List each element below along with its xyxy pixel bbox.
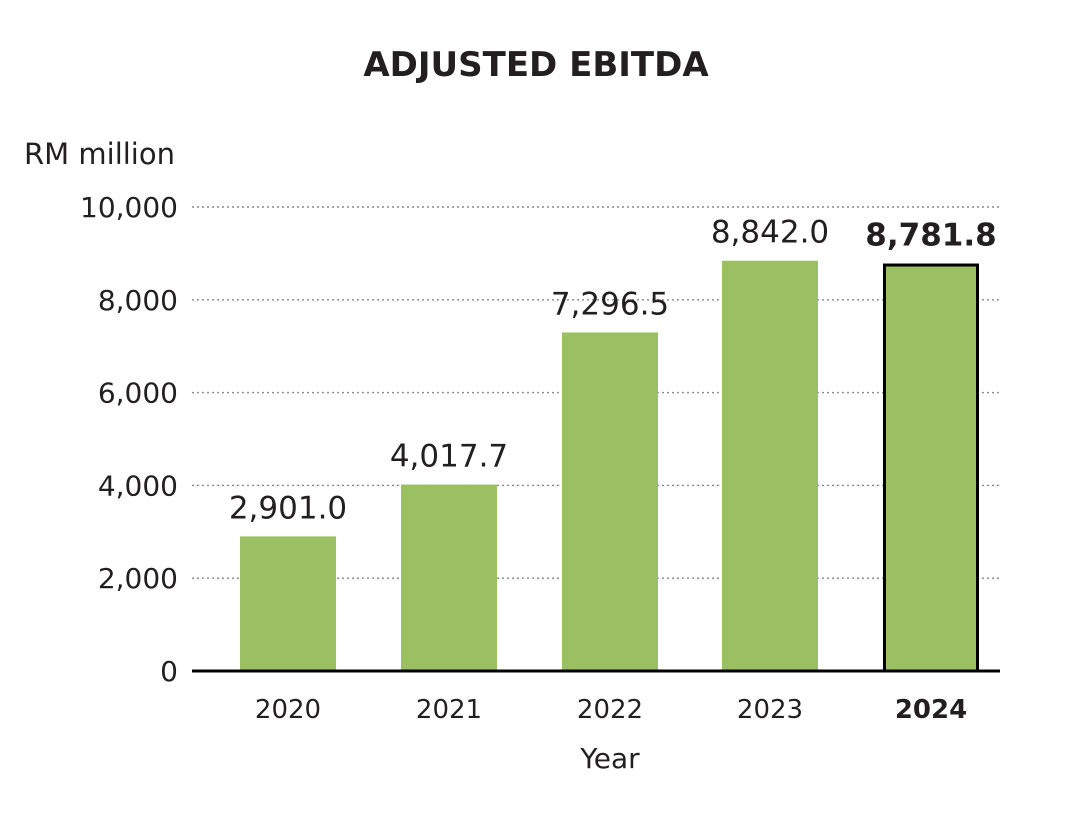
data-label: 2,901.0 — [229, 490, 347, 526]
y-tick-label: 2,000 — [98, 562, 178, 595]
x-axis-title: Year — [579, 742, 640, 775]
y-tick-label: 0 — [160, 655, 178, 688]
y-tick-label: 8,000 — [98, 284, 178, 317]
data-label: 4,017.7 — [390, 439, 508, 475]
data-label: 8,781.8 — [865, 218, 996, 254]
y-tick-label: 6,000 — [98, 377, 178, 410]
unit-label: RM million — [24, 137, 175, 171]
y-tick-label: 4,000 — [98, 469, 178, 502]
bar-2024 — [883, 263, 979, 673]
bar-2020 — [240, 536, 336, 671]
x-tick-label: 2020 — [255, 695, 321, 725]
data-label: 8,842.0 — [711, 215, 829, 251]
bars — [240, 260, 979, 673]
bar-2023 — [722, 260, 818, 671]
data-label: 7,296.5 — [551, 286, 669, 322]
x-tick-label: 2023 — [737, 695, 803, 725]
bar-2021 — [401, 484, 497, 671]
x-tick-label: 2021 — [416, 695, 482, 725]
y-tick-label: 10,000 — [80, 191, 178, 224]
chart-title: ADJUSTED EBITDA — [363, 45, 709, 85]
x-tick-label: 2022 — [577, 695, 643, 725]
x-tick-label: 2024 — [895, 695, 967, 725]
bar-2022 — [562, 332, 658, 671]
labels: 0 2,000 4,000 6,000 8,000 10,000 2,901.0 2020 4,… — [80, 191, 997, 725]
